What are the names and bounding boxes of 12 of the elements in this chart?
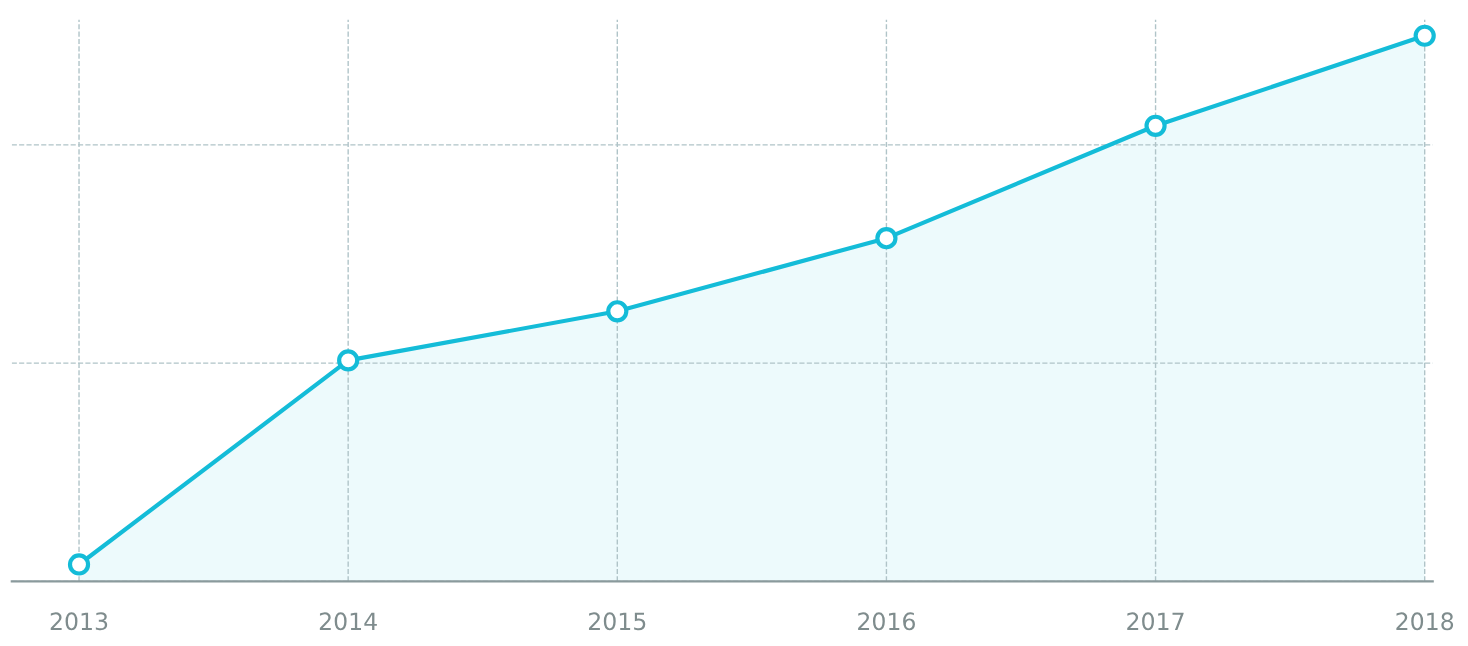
point (67, 553, 91, 576)
x-tick-label: 2018 (1396, 612, 1454, 631)
point (1144, 114, 1167, 137)
x-tick-label: 2013 (50, 612, 108, 631)
x-tick-label: 2016 (858, 612, 915, 631)
x-tick-label: 2014 (319, 612, 377, 631)
x-tick-label: 2017 (1127, 612, 1184, 631)
point (337, 349, 360, 372)
point (1413, 24, 1436, 47)
point (875, 227, 898, 250)
x-tick-label: 2015 (588, 612, 646, 631)
point (606, 300, 629, 323)
